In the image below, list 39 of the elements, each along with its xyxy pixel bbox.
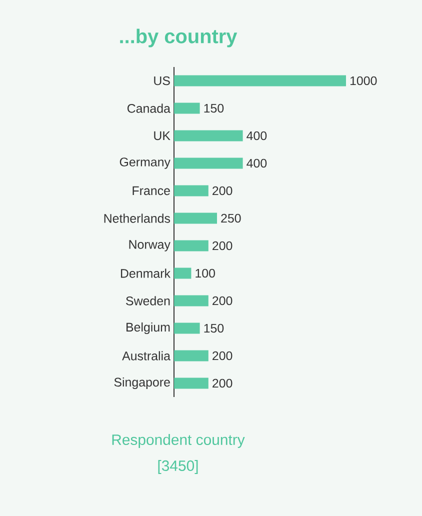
- bar: [174, 212, 218, 224]
- y-tick-label: France: [132, 186, 170, 196]
- bar: [174, 350, 208, 362]
- bar: [174, 378, 208, 389]
- data-label: 200: [212, 296, 232, 306]
- y-tick-label: Canada: [127, 104, 170, 113]
- data-label: 200: [212, 351, 232, 360]
- bar: [174, 322, 200, 334]
- data-label: 150: [204, 324, 224, 333]
- y-tick-label: Norway: [129, 240, 170, 252]
- data-label: 400: [246, 131, 267, 140]
- text: [3450]: [158, 460, 198, 474]
- bar: [174, 295, 208, 306]
- data-label: 100: [196, 268, 216, 278]
- y-tick-label: Belgium: [126, 322, 170, 334]
- bar: [174, 240, 208, 252]
- data-label: 250: [221, 214, 241, 223]
- y-tick-label: US: [154, 76, 170, 86]
- bar: [174, 130, 243, 142]
- chart-title: ...by country: [120, 28, 238, 48]
- bar: [174, 75, 346, 86]
- data-label: 200: [212, 241, 232, 250]
- y-tick-label: Germany: [120, 158, 170, 169]
- y-tick-label: Sweden: [126, 296, 170, 306]
- data-label: 200: [212, 186, 232, 196]
- y-tick-label: UK: [154, 131, 170, 140]
- y-tick-label: Denmark: [120, 268, 170, 278]
- data-label: 400: [246, 158, 267, 168]
- bar: [174, 268, 192, 279]
- data-label: 150: [204, 104, 224, 113]
- y-tick-label: Singapore: [114, 377, 170, 390]
- bar: [174, 102, 200, 114]
- x-axis-title: Respondent country: [112, 434, 245, 448]
- y-tick-label: Netherlands: [104, 214, 170, 223]
- data-label: 1000: [350, 76, 377, 86]
- data-label: 200: [212, 378, 232, 388]
- y-tick-label: Australia: [122, 351, 170, 360]
- bar: [174, 158, 243, 169]
- bar: [174, 185, 208, 196]
